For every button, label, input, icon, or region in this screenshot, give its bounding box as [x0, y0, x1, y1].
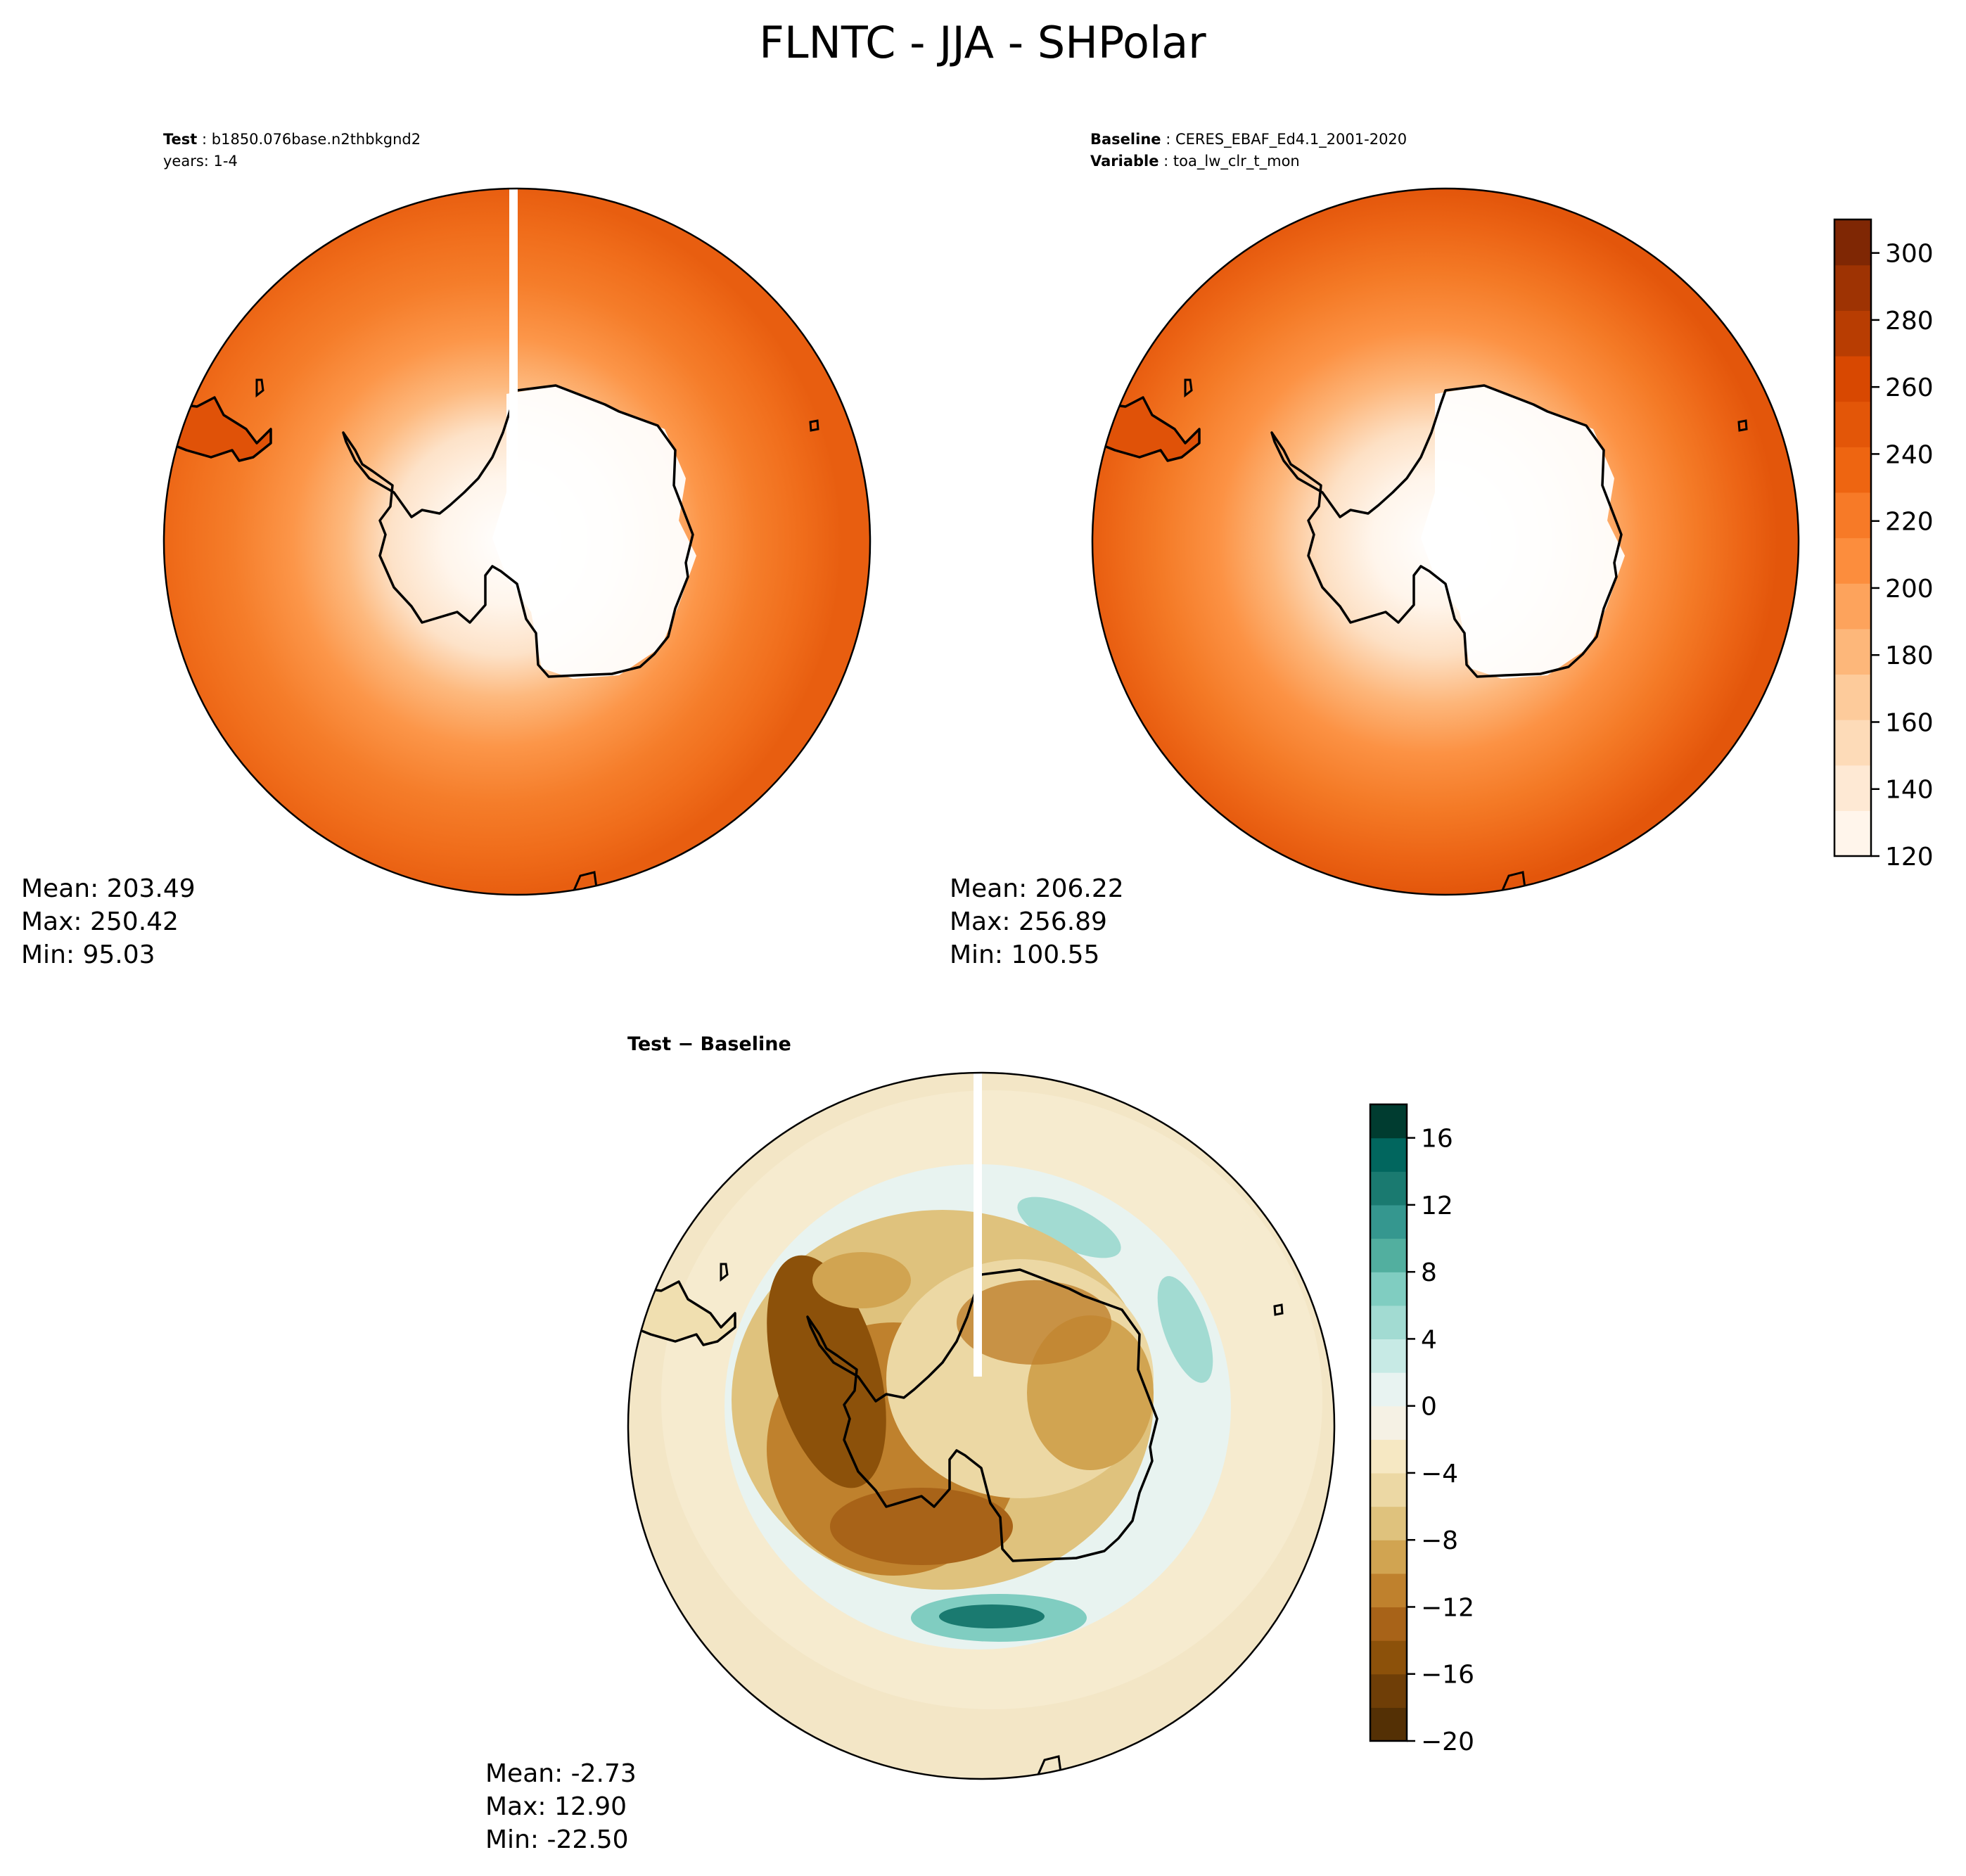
diff-colorbar-segment [1370, 1640, 1407, 1675]
panel-diff-stats: Mean: -2.73 Max: 12.90 Min: -22.50 [485, 1759, 637, 1854]
baseline-map [1092, 189, 1799, 895]
panel-test-stats: Mean: 203.49 Max: 250.42 Min: 95.03 [21, 874, 196, 969]
field-colorbar-segment [1834, 765, 1871, 811]
field-colorbar-segment [1834, 628, 1871, 675]
field-colorbar-tick-label: 280 [1885, 307, 1934, 336]
field-colorbar: 120 140 160 180 200 220 240 260 280 300 [1833, 218, 1934, 872]
field-colorbar-tick-label: 160 [1885, 708, 1934, 737]
diff-colorbar-segment [1370, 1104, 1407, 1139]
diff-colorbar-segment [1370, 1707, 1407, 1742]
field-colorbar-tick-label: 260 [1885, 374, 1934, 402]
diff-colorbar-tick-label: 16 [1421, 1125, 1453, 1154]
field-colorbar-segment [1834, 310, 1871, 357]
field-colorbar-segment [1834, 264, 1871, 311]
field-colorbar-segment [1834, 583, 1871, 630]
baseline-min: Min: 100.55 [950, 940, 1099, 969]
field-colorbar-segment [1834, 492, 1871, 539]
diff-colorbar-segment [1370, 1506, 1407, 1540]
baseline-south-america-coastline [1092, 396, 1201, 462]
diff-colorbar-segment [1370, 1573, 1407, 1608]
field-colorbar-tick-label: 240 [1885, 440, 1934, 469]
diff-colorbar: −20 −16 −12 −8 −4 0 4 8 12 16 [1369, 1103, 1474, 1756]
diff-colorbar-segment [1370, 1372, 1407, 1407]
field-colorbar-segment [1834, 810, 1871, 857]
diff-map-boundary [627, 1071, 1336, 1780]
diff-colorbar-tick-label: 0 [1421, 1393, 1437, 1422]
diff-antarctica-coastline [806, 1268, 1158, 1562]
baseline-map-boundary [1091, 187, 1800, 896]
test-max: Max: 250.42 [21, 907, 179, 936]
test-min: Min: 95.03 [21, 940, 155, 969]
field-colorbar-tick-label: 180 [1885, 642, 1934, 670]
test-antarctica-coastline [342, 384, 694, 678]
field-colorbar-tick-label: 220 [1885, 508, 1934, 537]
diff-colorbar-segment [1370, 1305, 1407, 1340]
panel-baseline-header: Baseline : CERES_EBAF_Ed4.1_2001-2020 [1090, 131, 1407, 148]
test-south-america-coastline [164, 396, 272, 462]
panel-baseline-subheader: Variable : toa_lw_clr_t_mon [1090, 153, 1300, 170]
test-mean: Mean: 203.49 [21, 874, 196, 903]
diff-colorbar-tick-label: −8 [1421, 1526, 1458, 1555]
diff-colorbar-segment [1370, 1472, 1407, 1507]
field-colorbar-tick-label: 120 [1885, 843, 1934, 872]
diff-colorbar-tick-label: 4 [1421, 1325, 1437, 1354]
diff-colorbar-segment [1370, 1339, 1407, 1373]
diff-colorbar-segment [1370, 1540, 1407, 1574]
diff-colorbar-tick-label: 12 [1421, 1192, 1453, 1220]
figure-title: FLNTC - JJA - SHPolar [759, 17, 1206, 68]
panel-baseline-stats: Mean: 206.22 Max: 256.89 Min: 100.55 [950, 874, 1124, 969]
field-colorbar-segment [1834, 401, 1871, 447]
diff-south-america-coastline [628, 1280, 736, 1346]
field-colorbar-tick-label: 300 [1885, 240, 1934, 269]
field-colorbar-segment [1834, 674, 1871, 720]
diff-colorbar-tick-label: 8 [1421, 1258, 1437, 1287]
diff-colorbar-segment [1370, 1272, 1407, 1306]
panel-diff-header: Test − Baseline [627, 1033, 791, 1055]
diff-colorbar-segment [1370, 1204, 1407, 1239]
diff-colorbar-tick-label: −4 [1421, 1460, 1458, 1488]
diff-colorbar-segment [1370, 1405, 1407, 1440]
baseline-antarctica-coastline [1270, 384, 1623, 678]
diff-colorbar-segment [1370, 1137, 1407, 1172]
panel-test-header: Test : b1850.076base.n2thbkgnd2 [163, 131, 421, 148]
field-colorbar-frame [1833, 218, 1872, 857]
field-colorbar-tick-label: 200 [1885, 575, 1934, 604]
panel-test-subheader: years: 1-4 [163, 153, 238, 170]
baseline-mean: Mean: 206.22 [950, 874, 1124, 903]
field-colorbar-segment [1834, 720, 1871, 766]
diff-colorbar-tick-label: −12 [1421, 1593, 1474, 1622]
field-colorbar-segment [1834, 537, 1871, 584]
diff-mean: Mean: -2.73 [485, 1759, 637, 1788]
field-colorbar-tick-label: 140 [1885, 776, 1934, 805]
diff-colorbar-segment [1370, 1238, 1407, 1272]
diff-min: Min: -22.50 [485, 1825, 629, 1854]
panel-diff: Test − Baseline [485, 1033, 1336, 1854]
diff-colorbar-tick-label: −20 [1421, 1728, 1474, 1756]
diff-colorbar-tick-label: −16 [1421, 1661, 1474, 1690]
diff-map [628, 1073, 1334, 1779]
field-colorbar-segment [1834, 219, 1871, 266]
diff-colorbar-segment [1370, 1673, 1407, 1708]
diff-colorbar-frame [1369, 1103, 1408, 1742]
diff-colorbar-segment [1370, 1607, 1407, 1641]
test-map-boundary [162, 187, 872, 896]
panel-baseline: Baseline : CERES_EBAF_Ed4.1_2001-2020 Va… [950, 131, 1800, 969]
diff-colorbar-segment [1370, 1171, 1407, 1206]
baseline-max: Max: 256.89 [950, 907, 1107, 936]
test-map [164, 189, 870, 895]
panel-test: Test : b1850.076base.n2thbkgnd2 years: 1… [21, 131, 872, 969]
diff-max: Max: 12.90 [485, 1792, 627, 1821]
field-colorbar-segment [1834, 355, 1871, 402]
field-colorbar-segment [1834, 447, 1871, 493]
diff-colorbar-segment [1370, 1439, 1407, 1474]
